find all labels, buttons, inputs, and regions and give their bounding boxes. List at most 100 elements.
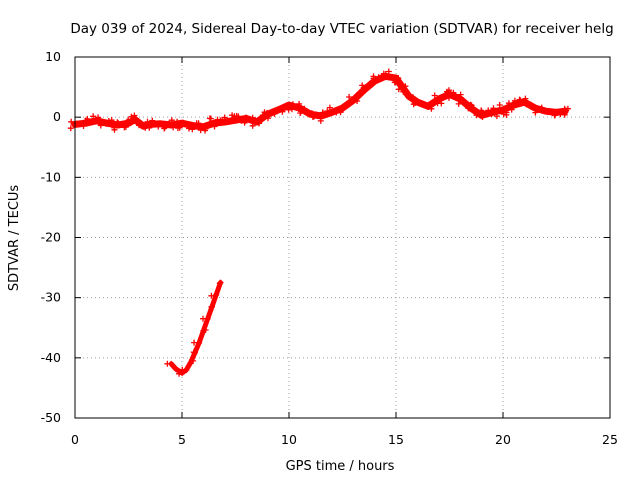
x-tick-label: 20	[495, 432, 511, 447]
data-point	[452, 94, 459, 101]
data-point	[557, 111, 564, 118]
data-point	[289, 101, 296, 108]
data-point	[319, 109, 326, 116]
data-series-sdtvar	[67, 68, 571, 377]
data-point	[219, 116, 226, 123]
data-point	[94, 117, 100, 124]
data-point	[505, 100, 512, 107]
data-point	[208, 303, 215, 310]
data-point	[378, 75, 385, 82]
y-tick-label: 0	[53, 109, 61, 124]
data-point	[197, 127, 204, 134]
data-point	[438, 100, 445, 107]
data-point	[190, 349, 197, 356]
data-point	[90, 113, 97, 120]
data-point	[395, 81, 402, 88]
data-point	[288, 106, 295, 113]
data-point	[264, 109, 270, 116]
data-point	[370, 73, 377, 80]
data-point	[468, 102, 475, 109]
y-tick-labels: -50 -40 -30 -20 -10 0 10	[41, 49, 61, 425]
data-point	[400, 88, 407, 95]
data-point	[275, 106, 282, 113]
series-trace	[71, 72, 569, 131]
data-point	[165, 120, 172, 127]
data-point	[161, 125, 168, 132]
data-point	[179, 119, 186, 126]
data-point	[202, 327, 209, 333]
data-point	[256, 120, 263, 127]
data-point	[301, 105, 308, 112]
data-point	[488, 111, 495, 118]
data-point	[444, 88, 450, 95]
data-point	[517, 97, 524, 104]
data-point	[493, 113, 500, 120]
data-point	[259, 112, 266, 119]
data-point	[380, 70, 387, 77]
data-point	[216, 280, 223, 287]
data-point	[186, 125, 192, 132]
data-point	[340, 104, 347, 111]
data-point	[446, 94, 452, 101]
data-point	[359, 87, 366, 94]
data-point	[249, 114, 256, 121]
data-point	[279, 108, 286, 115]
x-tick-label: 10	[281, 432, 297, 447]
data-point	[532, 109, 539, 116]
data-point	[317, 117, 324, 124]
data-point	[179, 366, 186, 373]
data-point	[399, 84, 406, 91]
data-point	[359, 82, 366, 89]
data-point	[108, 117, 115, 124]
data-point	[155, 123, 162, 130]
data-point	[337, 109, 344, 116]
data-point	[516, 96, 523, 103]
data-point	[241, 119, 248, 126]
data-point	[412, 97, 419, 104]
data-point	[455, 100, 462, 107]
data-point	[68, 118, 75, 125]
data-point	[168, 117, 175, 124]
data-point	[510, 102, 517, 109]
data-point	[71, 121, 78, 128]
data-point	[189, 126, 196, 133]
data-point	[421, 102, 428, 109]
data-point	[144, 118, 151, 125]
data-point	[538, 107, 545, 114]
data-point	[231, 113, 238, 120]
data-point	[164, 360, 171, 367]
data-point	[176, 370, 182, 377]
data-point	[307, 110, 314, 117]
data-point	[460, 97, 467, 104]
data-point	[172, 365, 179, 372]
data-point	[485, 107, 492, 114]
x-tick-label: 15	[388, 432, 404, 447]
data-point	[500, 106, 506, 113]
data-point	[410, 94, 416, 101]
x-axis-label: GPS time / hours	[286, 459, 395, 474]
axis-ticks	[74, 56, 611, 419]
data-point	[265, 115, 271, 122]
data-point	[326, 104, 333, 111]
data-point	[111, 124, 118, 131]
data-point	[404, 89, 410, 96]
data-point	[391, 79, 398, 86]
data-point	[82, 117, 89, 124]
data-point	[80, 123, 87, 129]
x-tick-label: 0	[71, 432, 79, 447]
data-point	[124, 118, 130, 125]
data-point	[139, 123, 146, 130]
data-point	[122, 124, 129, 130]
data-point	[249, 122, 256, 129]
data-point	[200, 315, 206, 322]
data-point	[134, 118, 141, 125]
data-point	[435, 96, 442, 103]
data-point	[528, 103, 534, 110]
data-point	[410, 101, 417, 108]
data-point	[100, 119, 107, 126]
data-point	[211, 123, 218, 130]
data-point	[160, 122, 167, 129]
data-point	[496, 102, 503, 108]
data-point	[465, 105, 472, 112]
